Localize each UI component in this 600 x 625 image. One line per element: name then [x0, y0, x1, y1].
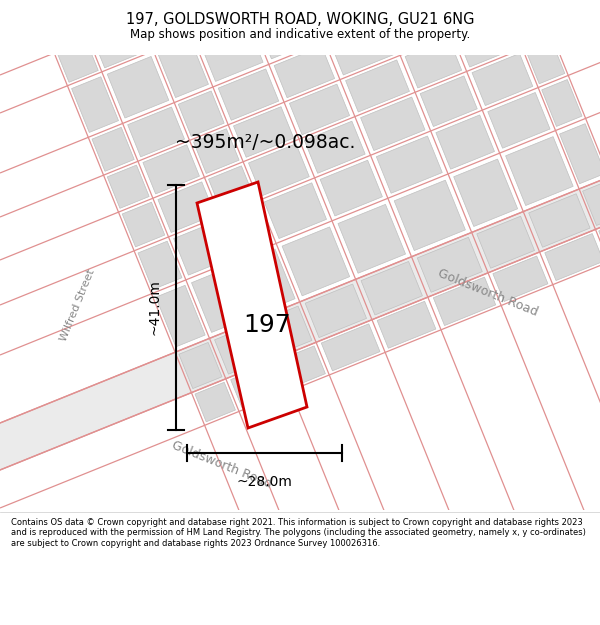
Polygon shape: [405, 39, 461, 88]
Polygon shape: [583, 181, 600, 226]
Polygon shape: [0, 153, 600, 470]
Polygon shape: [361, 97, 425, 151]
Polygon shape: [394, 180, 466, 251]
Polygon shape: [224, 205, 272, 254]
Polygon shape: [179, 342, 222, 389]
Polygon shape: [457, 16, 517, 67]
Polygon shape: [506, 137, 573, 206]
Polygon shape: [560, 124, 600, 184]
Polygon shape: [143, 145, 199, 194]
Polygon shape: [122, 202, 165, 247]
Text: Goldsworth Road: Goldsworth Road: [170, 439, 274, 491]
Polygon shape: [477, 216, 535, 268]
Polygon shape: [195, 382, 235, 422]
Polygon shape: [107, 165, 149, 208]
Text: Contains OS data © Crown copyright and database right 2021. This information is : Contains OS data © Crown copyright and d…: [11, 518, 586, 548]
Polygon shape: [58, 42, 98, 82]
Text: ~41.0m: ~41.0m: [148, 279, 162, 336]
Polygon shape: [218, 69, 279, 120]
Polygon shape: [191, 265, 256, 332]
Polygon shape: [230, 362, 286, 408]
Polygon shape: [71, 77, 119, 132]
Polygon shape: [289, 84, 350, 135]
Polygon shape: [274, 46, 335, 98]
Text: 197: 197: [244, 313, 292, 337]
Polygon shape: [488, 92, 550, 148]
Polygon shape: [242, 249, 295, 312]
Polygon shape: [420, 76, 477, 126]
Polygon shape: [198, 18, 263, 81]
Polygon shape: [320, 160, 382, 216]
Polygon shape: [233, 107, 294, 158]
Polygon shape: [178, 91, 224, 136]
Polygon shape: [361, 261, 422, 315]
Polygon shape: [526, 41, 565, 84]
Polygon shape: [346, 60, 409, 112]
Polygon shape: [264, 182, 326, 239]
Polygon shape: [194, 129, 239, 174]
Text: ~395m²/~0.098ac.: ~395m²/~0.098ac.: [175, 134, 355, 152]
Polygon shape: [158, 41, 208, 98]
Polygon shape: [305, 284, 367, 338]
Polygon shape: [542, 79, 582, 126]
Polygon shape: [281, 346, 325, 387]
Polygon shape: [304, 121, 365, 173]
Polygon shape: [472, 54, 533, 106]
Polygon shape: [417, 238, 482, 292]
Polygon shape: [173, 221, 232, 275]
Polygon shape: [215, 322, 272, 374]
Text: 197, GOLDSWORTH ROAD, WOKING, GU21 6NG: 197, GOLDSWORTH ROAD, WOKING, GU21 6NG: [126, 12, 474, 27]
Polygon shape: [282, 227, 350, 296]
Text: Map shows position and indicative extent of the property.: Map shows position and indicative extent…: [130, 28, 470, 41]
Polygon shape: [254, 0, 319, 59]
Polygon shape: [331, 22, 394, 75]
Polygon shape: [454, 159, 518, 226]
Polygon shape: [158, 182, 215, 232]
Polygon shape: [265, 306, 312, 354]
Polygon shape: [545, 234, 600, 281]
Polygon shape: [338, 204, 406, 273]
Polygon shape: [156, 286, 205, 347]
Polygon shape: [599, 221, 600, 259]
Polygon shape: [138, 241, 182, 289]
Polygon shape: [92, 127, 134, 171]
Polygon shape: [433, 277, 496, 326]
Polygon shape: [209, 166, 254, 212]
Polygon shape: [376, 136, 442, 193]
Polygon shape: [107, 56, 169, 118]
Text: Wilfred Street: Wilfred Street: [59, 268, 97, 342]
Polygon shape: [128, 107, 185, 157]
Polygon shape: [377, 301, 436, 348]
Polygon shape: [94, 22, 149, 68]
Polygon shape: [493, 256, 548, 301]
Polygon shape: [529, 194, 590, 248]
Text: Goldsworth Road: Goldsworth Road: [436, 267, 540, 319]
Polygon shape: [248, 144, 309, 196]
Polygon shape: [321, 324, 380, 371]
Text: ~28.0m: ~28.0m: [236, 475, 292, 489]
Polygon shape: [197, 182, 307, 428]
Polygon shape: [436, 115, 494, 169]
